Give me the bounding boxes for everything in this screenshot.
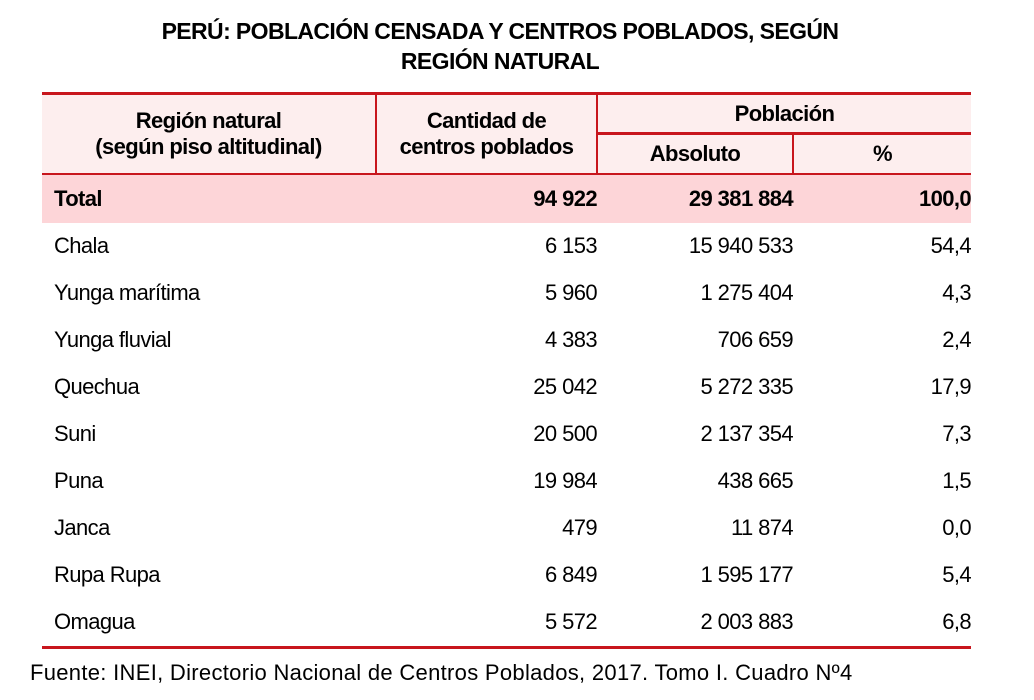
cell-name: Suni [54,421,96,446]
cell-pct: 5,4 [942,562,972,587]
table-row: Janca 479 11 874 0,0 [42,505,972,552]
table-row: Omagua 5 572 2 003 883 6,8 [42,598,972,649]
table-row: Rupa Rupa 6 849 1 595 177 5,4 [42,552,972,599]
cell-pct: 6,8 [793,598,972,649]
header-pct: % [791,132,972,175]
cell-pct: 54,4 [930,233,972,258]
cell-absoluto: 11 874 [730,515,794,540]
cell-pct: 17,9 [930,374,972,399]
cell-absoluto: 5 272 335 [700,374,794,399]
cell-name: Omagua [42,598,376,649]
cell-pct: 1,5 [942,468,972,493]
cell-centros: 6 849 [544,562,598,587]
cell-name: Puna [54,468,104,493]
cell-absoluto: 2 003 883 [597,598,794,649]
cell-centros: 4 383 [544,327,598,352]
table-row: Chala 6 153 15 940 533 54,4 [42,223,972,270]
cell-pct: 0,0 [942,515,972,540]
source-note: Fuente: INEI, Directorio Nacional de Cen… [30,660,853,685]
cell-centros: 20 500 [533,421,597,446]
cell-centros: 479 [562,515,598,540]
header-absoluto: Absoluto [596,132,794,175]
cell-absoluto: 438 665 [717,468,794,493]
cell-name: Rupa Rupa [54,562,161,587]
population-table: Región natural (según piso altitudinal) C… [42,92,972,649]
cell-pct: 7,3 [942,421,972,446]
cell-centros: 6 153 [544,233,598,258]
cell-pct: 4,3 [942,280,972,305]
cell-name: Yunga fluvial [54,327,172,352]
cell-absoluto: 2 137 354 [700,421,794,446]
header-poblacion: Población [595,92,972,135]
cell-centros: 25 042 [533,374,597,399]
table-row: Yunga marítima 5 960 1 275 404 4,3 [42,270,972,317]
table-row: Suni 20 500 2 137 354 7,3 [42,411,972,458]
total-row: Total 94 922 29 381 884 100,0 [42,173,972,223]
table-row: Quechua 25 042 5 272 335 17,9 [42,364,972,411]
cell-centros: 5 960 [544,280,598,305]
header-centros: Cantidad de centros poblados [375,92,598,175]
table-row: Yunga fluvial 4 383 706 659 2,4 [42,317,972,364]
cell-absoluto: 706 659 [717,327,794,352]
cell-absoluto: 1 275 404 [700,280,794,305]
cell-name: Quechua [54,374,140,399]
cell-name: Yunga marítima [54,280,200,305]
table-title-line-1: PERÚ: POBLACIÓN CENSADA Y CENTROS POBLAD… [161,18,839,44]
cell-centros: 19 984 [533,468,597,493]
cell-pct: 2,4 [942,327,972,352]
table-title-line-2: REGIÓN NATURAL [400,48,600,74]
cell-centros: 5 572 [376,598,598,649]
cell-name: Janca [54,515,110,540]
header-region: Región natural (según piso altitudinal) [42,92,377,175]
cell-absoluto: 1 595 177 [700,562,794,587]
cell-name: Chala [54,233,109,258]
table-row: Puna 19 984 438 665 1,5 [42,458,972,505]
cell-absoluto: 15 940 533 [688,233,794,258]
